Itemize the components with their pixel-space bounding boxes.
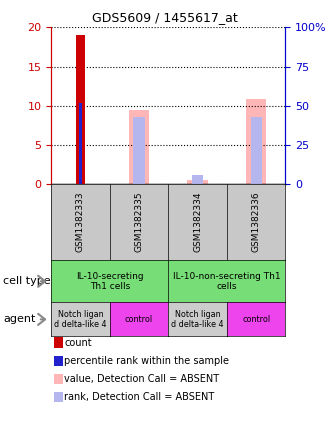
Text: GSM1382336: GSM1382336 xyxy=(252,192,261,253)
Text: cell type: cell type xyxy=(3,276,51,286)
Text: value, Detection Call = ABSENT: value, Detection Call = ABSENT xyxy=(64,374,219,384)
Bar xyxy=(133,118,145,184)
Bar xyxy=(246,99,266,184)
Text: Notch ligan
d delta-like 4: Notch ligan d delta-like 4 xyxy=(54,310,107,329)
Text: control: control xyxy=(125,315,153,324)
Text: GSM1382334: GSM1382334 xyxy=(193,192,202,253)
Text: IL-10-non-secreting Th1
cells: IL-10-non-secreting Th1 cells xyxy=(173,272,281,291)
Bar xyxy=(192,176,203,184)
Bar xyxy=(76,36,85,184)
Text: percentile rank within the sample: percentile rank within the sample xyxy=(64,356,229,366)
Text: control: control xyxy=(242,315,270,324)
Text: Notch ligan
d delta-like 4: Notch ligan d delta-like 4 xyxy=(171,310,224,329)
Text: count: count xyxy=(64,338,92,348)
Bar xyxy=(79,103,82,184)
Bar xyxy=(129,110,149,184)
Text: GDS5609 / 1455617_at: GDS5609 / 1455617_at xyxy=(92,11,238,24)
Text: GSM1382335: GSM1382335 xyxy=(135,192,144,253)
Bar xyxy=(187,180,208,184)
Text: IL-10-secreting
Th1 cells: IL-10-secreting Th1 cells xyxy=(76,272,144,291)
Text: agent: agent xyxy=(3,314,36,324)
Text: GSM1382333: GSM1382333 xyxy=(76,192,85,253)
Bar xyxy=(250,118,262,184)
Text: rank, Detection Call = ABSENT: rank, Detection Call = ABSENT xyxy=(64,392,214,402)
